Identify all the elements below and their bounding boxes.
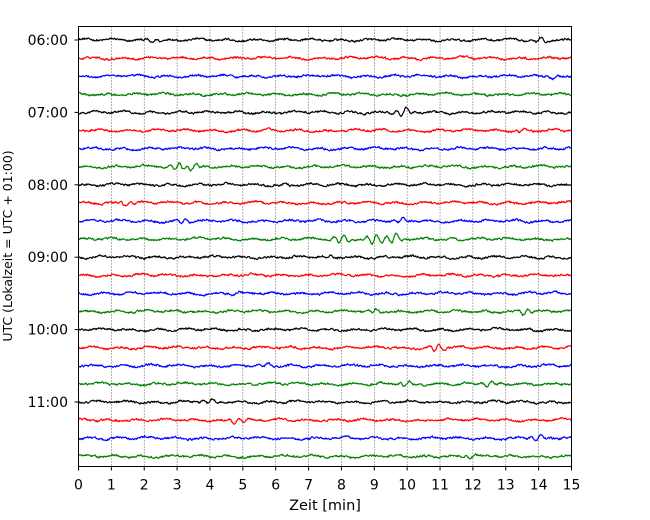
trace-line bbox=[78, 272, 572, 279]
y-tick-label: 06:00 bbox=[28, 33, 68, 49]
x-tick-label: 7 bbox=[304, 478, 313, 494]
x-tick-label: 0 bbox=[74, 478, 83, 494]
trace-line bbox=[78, 361, 572, 369]
trace-line bbox=[78, 452, 572, 460]
x-tick-label: 5 bbox=[238, 478, 247, 494]
x-axis-ticks: 0 1 2 3 4 5 6 7 8 9 10 11 12 13 14 15 bbox=[74, 466, 581, 494]
trace-line bbox=[78, 433, 572, 442]
trace-line bbox=[78, 73, 572, 81]
x-tick-label: 6 bbox=[271, 478, 280, 494]
trace-line bbox=[78, 106, 572, 118]
trace-line bbox=[78, 232, 572, 246]
y-tick-label: 11:00 bbox=[28, 395, 68, 411]
x-tick-label: 4 bbox=[206, 478, 215, 494]
trace-line bbox=[78, 36, 572, 44]
trace-line bbox=[78, 216, 573, 225]
x-tick-label: 3 bbox=[173, 478, 182, 494]
trace-line bbox=[78, 161, 572, 172]
trace-line bbox=[78, 290, 573, 297]
y-tick-label: 10:00 bbox=[28, 323, 68, 339]
grid-lines bbox=[111, 26, 539, 467]
plot-frame bbox=[78, 26, 572, 467]
y-axis-ticks: 06:00 07:00 08:00 09:00 10:00 11:00 bbox=[28, 33, 79, 411]
y-tick-label: 08:00 bbox=[28, 178, 68, 194]
x-tick-label: 11 bbox=[431, 478, 449, 494]
x-tick-label: 15 bbox=[563, 478, 581, 494]
trace-line bbox=[78, 127, 573, 134]
x-tick-label: 9 bbox=[370, 478, 379, 494]
y-axis-label: UTC (Lokalzeit = UTC + 01:00) bbox=[0, 150, 15, 341]
trace-line bbox=[78, 199, 572, 207]
x-tick-label: 12 bbox=[464, 478, 482, 494]
x-tick-label: 13 bbox=[497, 478, 515, 494]
x-tick-label: 10 bbox=[398, 478, 416, 494]
trace-line bbox=[78, 54, 572, 62]
x-axis-label: Zeit [min] bbox=[289, 498, 361, 514]
trace-line bbox=[77, 307, 572, 317]
y-tick-label: 07:00 bbox=[28, 105, 68, 121]
trace-line bbox=[78, 254, 573, 261]
trace-line bbox=[78, 145, 572, 152]
x-tick-label: 2 bbox=[140, 478, 149, 494]
x-tick-label: 14 bbox=[530, 478, 548, 494]
trace-line bbox=[78, 379, 572, 388]
trace-line bbox=[78, 398, 572, 406]
x-tick-label: 8 bbox=[337, 478, 346, 494]
trace-line bbox=[78, 416, 572, 426]
x-tick-label: 1 bbox=[107, 478, 116, 494]
y-tick-label: 09:00 bbox=[28, 250, 68, 266]
trace-line bbox=[77, 326, 572, 333]
trace-line bbox=[78, 181, 572, 188]
trace-line bbox=[78, 91, 572, 98]
trace-line bbox=[78, 343, 572, 353]
seismic-traces bbox=[77, 36, 573, 460]
